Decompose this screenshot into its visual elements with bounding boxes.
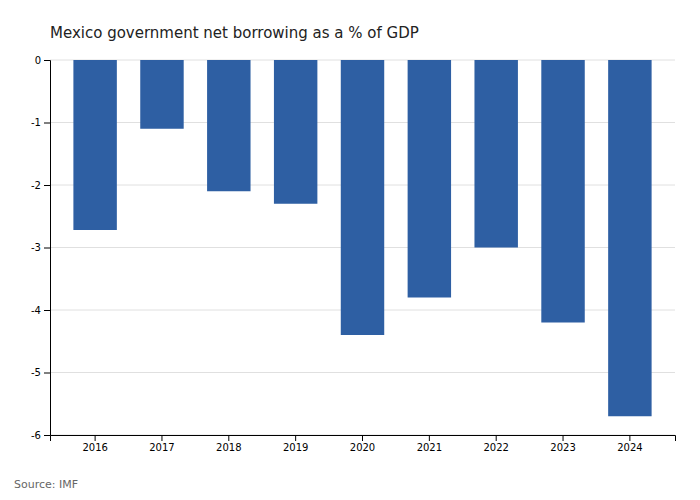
tick-label: 2018 [216, 442, 241, 453]
x-tick: 2021 [417, 435, 442, 453]
plot: 0 -1 -2 -3 -4 -5 -6 2016 2017 2018 2019 2020 2021 202… [31, 55, 675, 453]
tick-label: 2020 [350, 442, 375, 453]
x-tick: 2019 [283, 435, 308, 453]
tick-mark [362, 435, 363, 441]
title: Mexico government net borrowing as a % o… [50, 24, 419, 42]
tick-label: 0 [35, 55, 41, 66]
y-tick: 0 [35, 55, 50, 66]
tick-mark [295, 435, 296, 441]
tick-mark [496, 435, 497, 441]
tick-mark [161, 435, 162, 441]
bar [408, 60, 451, 298]
bar [608, 60, 651, 416]
y-tick: -1 [31, 117, 50, 128]
tick-label: -4 [31, 305, 41, 316]
bar [474, 60, 517, 248]
x-tick: 2024 [617, 435, 642, 453]
tick-label: -6 [31, 430, 41, 441]
bars [73, 60, 651, 416]
tick-label: -3 [31, 242, 41, 253]
tick-label: -1 [31, 117, 41, 128]
tick-mark [44, 435, 50, 436]
tick-mark [563, 435, 564, 441]
tick-label: 2016 [82, 442, 107, 453]
x-tick: 2023 [550, 435, 575, 453]
bar [207, 60, 250, 191]
tick-mark [44, 248, 50, 249]
tick-mark [44, 123, 50, 124]
bar [73, 60, 116, 230]
tick-label: 2017 [149, 442, 174, 453]
x-tick: 2022 [483, 435, 508, 453]
tick-mark [95, 435, 96, 441]
chart: 0 -1 -2 -3 -4 -5 -6 2016 2017 2018 2019 2020 2021 202… [0, 0, 700, 500]
tick-label: 2023 [550, 442, 575, 453]
grid [50, 60, 675, 435]
tick-label: 2022 [483, 442, 508, 453]
tick-mark [44, 373, 50, 374]
bar [341, 60, 384, 335]
y-tick: -6 [31, 430, 50, 441]
bar [274, 60, 317, 204]
x-tick: 2016 [82, 435, 107, 453]
tick-label: 2019 [283, 442, 308, 453]
y-tick: -2 [31, 180, 50, 191]
tick-label: -5 [31, 367, 41, 378]
tick-mark [44, 310, 50, 311]
x-axis: 2016 2017 2018 2019 2020 2021 2022 2023 2024 [51, 435, 676, 453]
tick-mark [228, 435, 229, 441]
tick-mark [429, 435, 430, 441]
tick-label: 2021 [417, 442, 442, 453]
axis-line [44, 61, 51, 436]
x-tick: 2020 [350, 435, 375, 453]
bar [541, 60, 584, 323]
grid-line [50, 372, 675, 373]
y-tick: -3 [31, 242, 50, 253]
tick-label: 2024 [617, 442, 642, 453]
x-tick: 2017 [149, 435, 174, 453]
y-axis: 0 -1 -2 -3 -4 -5 -6 [31, 55, 50, 441]
bar [140, 60, 183, 129]
axis-line [51, 436, 676, 442]
tick-mark [44, 60, 50, 61]
y-tick: -5 [31, 367, 50, 378]
y-tick: -4 [31, 305, 50, 316]
annotation: Source: IMF [14, 478, 78, 491]
tick-mark [629, 435, 630, 441]
tick-label: -2 [31, 180, 41, 191]
tick-mark [44, 185, 50, 186]
x-tick: 2018 [216, 435, 241, 453]
